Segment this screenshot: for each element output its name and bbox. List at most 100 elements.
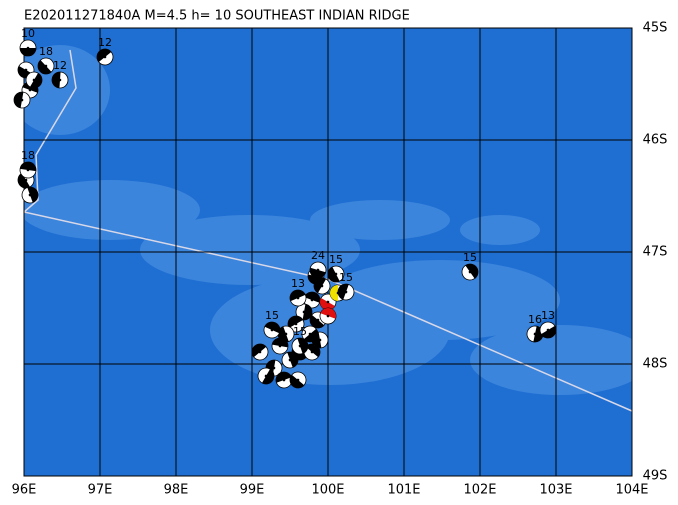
beachball xyxy=(96,48,114,66)
beachball xyxy=(303,291,321,309)
lon-label: 102E xyxy=(463,483,496,498)
ball-center xyxy=(288,358,292,362)
ball-center xyxy=(270,328,274,332)
ball-center xyxy=(302,310,306,314)
ball-quadrant xyxy=(302,304,312,320)
lat-label: 47S xyxy=(643,245,668,260)
beachball xyxy=(51,71,69,89)
beachball xyxy=(461,263,479,281)
event-label: 10 xyxy=(21,27,35,40)
ball-quadrant xyxy=(20,162,36,172)
ball-center xyxy=(326,314,330,318)
lon-label: 99E xyxy=(240,483,265,498)
ball-center xyxy=(58,78,62,82)
beachball xyxy=(37,57,55,75)
event-label: 15 xyxy=(265,309,279,322)
lat-label: 48S xyxy=(643,357,668,372)
beachball xyxy=(337,283,355,301)
ball-center xyxy=(316,268,320,272)
ball-center xyxy=(282,378,286,382)
event-label: 13 xyxy=(291,277,305,290)
beachball xyxy=(275,371,293,389)
graticule xyxy=(23,27,633,477)
event-label: 16 xyxy=(528,313,542,326)
ball-center xyxy=(316,318,320,322)
beachball xyxy=(289,371,307,389)
ball-quadrant xyxy=(320,298,335,310)
ball-center xyxy=(310,350,314,354)
ball-quadrant xyxy=(52,72,61,88)
ball-quadrant xyxy=(312,332,322,348)
ball-quadrant xyxy=(272,338,288,348)
ball-center xyxy=(310,298,314,302)
beachball xyxy=(289,289,307,307)
lat-label: 49S xyxy=(643,469,668,484)
ball-center xyxy=(294,322,298,326)
bathymetry xyxy=(24,45,632,395)
ball-center xyxy=(533,332,537,336)
lat-label: 46S xyxy=(643,133,668,148)
ball-center xyxy=(28,193,32,197)
ball-center xyxy=(44,64,48,68)
ball-quadrant xyxy=(338,284,349,300)
beachball xyxy=(19,161,37,179)
beachball xyxy=(313,277,331,295)
beachball xyxy=(539,321,557,339)
beachball xyxy=(295,303,313,321)
ball-center xyxy=(296,296,300,300)
beachball xyxy=(13,91,31,109)
ball-quadrant xyxy=(465,264,478,279)
ball-quadrant xyxy=(276,372,292,383)
ball-quadrant xyxy=(328,266,340,282)
beachball xyxy=(327,265,345,283)
lon-label: 96E xyxy=(12,483,37,498)
ball-center xyxy=(24,178,28,182)
lon-label: 97E xyxy=(88,483,113,498)
ball-center xyxy=(26,168,30,172)
ball-quadrant xyxy=(97,49,112,63)
ball-center xyxy=(28,88,32,92)
lon-label: 103E xyxy=(539,483,572,498)
beachball xyxy=(25,71,43,89)
ball-quadrant xyxy=(310,314,325,328)
ball-center xyxy=(264,374,268,378)
ball-quadrant xyxy=(288,316,303,328)
beachball xyxy=(291,337,309,355)
ball-center xyxy=(298,344,302,348)
beachball xyxy=(277,325,295,343)
ball-quadrant xyxy=(30,73,42,88)
ball-center xyxy=(103,55,107,59)
ball-quadrant xyxy=(287,352,298,368)
event-label: 15 xyxy=(339,271,353,284)
ball-center xyxy=(20,98,24,102)
ball-quadrant xyxy=(27,187,38,203)
event-label: 18 xyxy=(21,149,35,162)
beachball xyxy=(271,337,289,355)
ball-center xyxy=(546,328,550,332)
beachball xyxy=(311,331,329,349)
event-label: 12 xyxy=(98,36,112,49)
map-frame xyxy=(23,27,633,477)
event-label: 18 xyxy=(39,45,53,58)
plate-boundary xyxy=(24,49,632,412)
ball-center xyxy=(32,78,36,82)
ball-quadrant xyxy=(541,325,556,338)
beachball xyxy=(251,343,269,361)
event-label: 15 xyxy=(293,325,307,338)
ball-center xyxy=(318,338,322,342)
beachball xyxy=(319,307,337,325)
ball-center xyxy=(24,68,28,72)
ball-center xyxy=(468,270,472,274)
beachball xyxy=(309,261,327,279)
beachball xyxy=(281,351,299,369)
lon-label: 100E xyxy=(311,483,344,498)
beachball xyxy=(263,321,281,339)
ball-center xyxy=(26,46,30,50)
ball-quadrant xyxy=(320,308,336,319)
ball-center xyxy=(308,332,312,336)
ball-center xyxy=(258,350,262,354)
ball-center xyxy=(272,366,276,370)
ball-center xyxy=(320,284,324,288)
